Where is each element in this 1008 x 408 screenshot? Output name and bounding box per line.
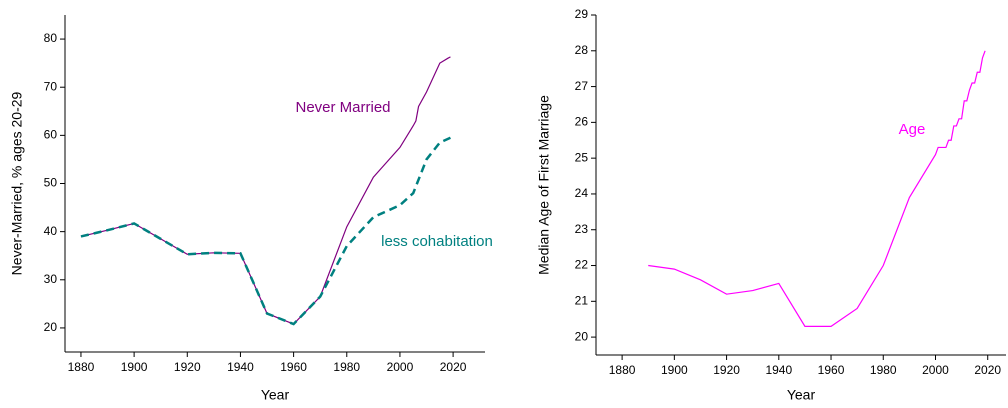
x-tick-label: 2020 [440, 360, 467, 374]
x-tick-label: 1880 [609, 363, 636, 377]
x-tick-label: 2000 [387, 360, 414, 374]
x-tick-label: 1940 [227, 360, 254, 374]
y-axis-title: Median Age of First Marriage [536, 95, 552, 275]
x-tick-label: 1980 [333, 360, 360, 374]
y-tick-label: 60 [44, 128, 58, 142]
y-tick-label: 30 [44, 272, 58, 286]
y-tick-label: 27 [575, 79, 589, 93]
x-tick-label: 1980 [870, 363, 897, 377]
data-line [80, 56, 451, 325]
y-tick-label: 25 [575, 150, 589, 164]
y-tick-label: 40 [44, 224, 58, 238]
series-label: Never Married [295, 99, 390, 116]
x-tick-label: 1900 [661, 363, 688, 377]
y-tick-label: 22 [575, 258, 589, 272]
y-tick-label: 20 [575, 329, 589, 343]
x-tick-label: 1920 [713, 363, 740, 377]
x-tick-label: 1920 [174, 360, 201, 374]
x-tick-label: 2000 [922, 363, 949, 377]
x-tick-label: 1960 [280, 360, 307, 374]
y-tick-label: 24 [575, 186, 589, 200]
x-axis-title: Year [787, 387, 816, 403]
y-tick-label: 21 [575, 293, 589, 307]
x-tick-label: 1960 [818, 363, 845, 377]
y-tick-label: 28 [575, 43, 589, 57]
data-line [648, 50, 986, 327]
x-tick-label: 1880 [68, 360, 95, 374]
y-tick-label: 29 [575, 7, 589, 21]
y-tick-label: 26 [575, 115, 589, 129]
x-axis-title: Year [261, 387, 290, 403]
series-label: Age [899, 121, 926, 138]
series-label: less cohabitation [381, 233, 493, 250]
y-tick-label: 20 [44, 320, 58, 334]
y-tick-label: 80 [44, 31, 58, 45]
y-tick-label: 50 [44, 176, 58, 190]
x-tick-label: 1940 [765, 363, 792, 377]
y-axis-title: Never-Married, % ages 20-29 [9, 91, 25, 275]
data-line [80, 136, 451, 326]
y-tick-label: 70 [44, 79, 58, 93]
y-tick-label: 23 [575, 222, 589, 236]
x-tick-label: 1900 [121, 360, 148, 374]
x-tick-label: 2020 [974, 363, 1001, 377]
